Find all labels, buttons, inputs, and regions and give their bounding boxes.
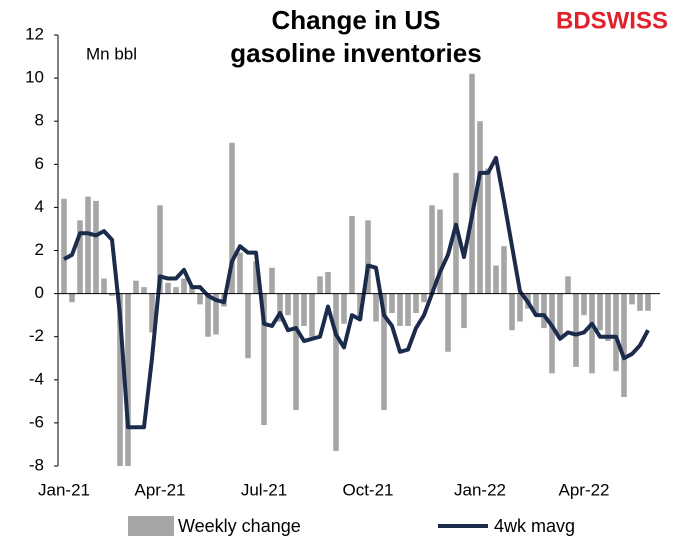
y-tick-label: 0	[35, 283, 44, 302]
bar	[245, 293, 251, 359]
y-tick-label: -4	[29, 369, 44, 388]
plot-area	[61, 73, 651, 466]
bar	[205, 293, 211, 337]
y-tick-label: 2	[35, 240, 44, 259]
bar	[637, 293, 643, 311]
bar	[477, 121, 483, 294]
x-tick-label: Jan-22	[454, 480, 506, 499]
bar	[421, 293, 427, 303]
bar	[365, 220, 371, 294]
y-tick-label: 10	[25, 68, 44, 87]
bar	[541, 293, 547, 329]
x-tick-label: Apr-21	[134, 480, 185, 499]
y-tick-label: -8	[29, 455, 44, 474]
bar	[117, 293, 123, 466]
bar	[189, 287, 195, 294]
bar	[397, 293, 403, 326]
bar	[197, 293, 203, 305]
bar	[493, 265, 499, 294]
x-tick-label: Oct-21	[342, 480, 393, 499]
line	[63, 155, 650, 430]
bar	[213, 293, 219, 335]
legend-swatch	[128, 516, 174, 536]
bar	[429, 205, 435, 294]
bar	[93, 200, 99, 294]
bar	[533, 293, 539, 316]
bar	[293, 293, 299, 410]
y-tick-label: 4	[35, 197, 44, 216]
bar	[589, 293, 595, 374]
bar	[261, 293, 267, 426]
x-tick-label: Jul-21	[241, 480, 287, 499]
bar	[549, 293, 555, 374]
bar	[77, 220, 83, 294]
bar	[69, 293, 75, 303]
bar	[101, 278, 107, 294]
bar	[341, 293, 347, 324]
bar	[333, 293, 339, 451]
bar	[605, 293, 611, 342]
bar	[349, 216, 355, 294]
bar	[149, 293, 155, 333]
bar	[285, 293, 291, 316]
y-axis-label: Mn bbl	[86, 44, 137, 63]
bar	[565, 276, 571, 294]
x-tick-label: Apr-22	[558, 480, 609, 499]
y-tick-label: -2	[29, 326, 44, 345]
bar	[629, 293, 635, 305]
bar	[597, 293, 603, 331]
bar	[501, 246, 507, 294]
bar	[645, 293, 651, 311]
bar	[413, 293, 419, 313]
logo: BDSWISS	[556, 7, 668, 34]
y-tick-label: 6	[35, 154, 44, 173]
bar	[381, 293, 387, 410]
bar	[581, 293, 587, 316]
bar	[325, 272, 331, 294]
bar	[437, 209, 443, 294]
bar	[573, 293, 579, 367]
bar	[453, 172, 459, 294]
bar	[389, 293, 395, 313]
bar	[461, 293, 467, 329]
bar	[141, 287, 147, 294]
bar	[317, 276, 323, 294]
bar	[517, 293, 523, 322]
legend-label: 4wk mavg	[494, 516, 575, 536]
bar	[485, 168, 491, 294]
bar	[405, 293, 411, 326]
bar	[373, 293, 379, 322]
bar	[613, 293, 619, 372]
bar	[237, 252, 243, 294]
bar	[133, 280, 139, 294]
y-tick-label: -6	[29, 412, 44, 431]
y-tick-label: 12	[25, 24, 44, 43]
bar	[309, 293, 315, 337]
bar	[157, 205, 163, 294]
bar	[277, 293, 283, 322]
x-tick-label: Jan-21	[38, 480, 90, 499]
chart-title: Change in US	[271, 5, 440, 35]
bar	[125, 293, 131, 466]
bar	[445, 293, 451, 352]
bar	[173, 287, 179, 294]
bar	[109, 293, 115, 296]
bar	[61, 198, 67, 294]
bar	[509, 293, 515, 331]
bar	[85, 196, 91, 294]
bar	[269, 267, 275, 294]
bar	[253, 261, 259, 294]
bar	[557, 293, 563, 337]
chart-title: gasoline inventories	[230, 38, 481, 68]
bar	[165, 282, 171, 294]
bar	[229, 142, 235, 294]
legend-label: Weekly change	[178, 516, 301, 536]
bar	[181, 278, 187, 294]
bar	[469, 73, 475, 294]
bar	[621, 293, 627, 398]
bar	[301, 293, 307, 326]
y-tick-label: 8	[35, 111, 44, 130]
